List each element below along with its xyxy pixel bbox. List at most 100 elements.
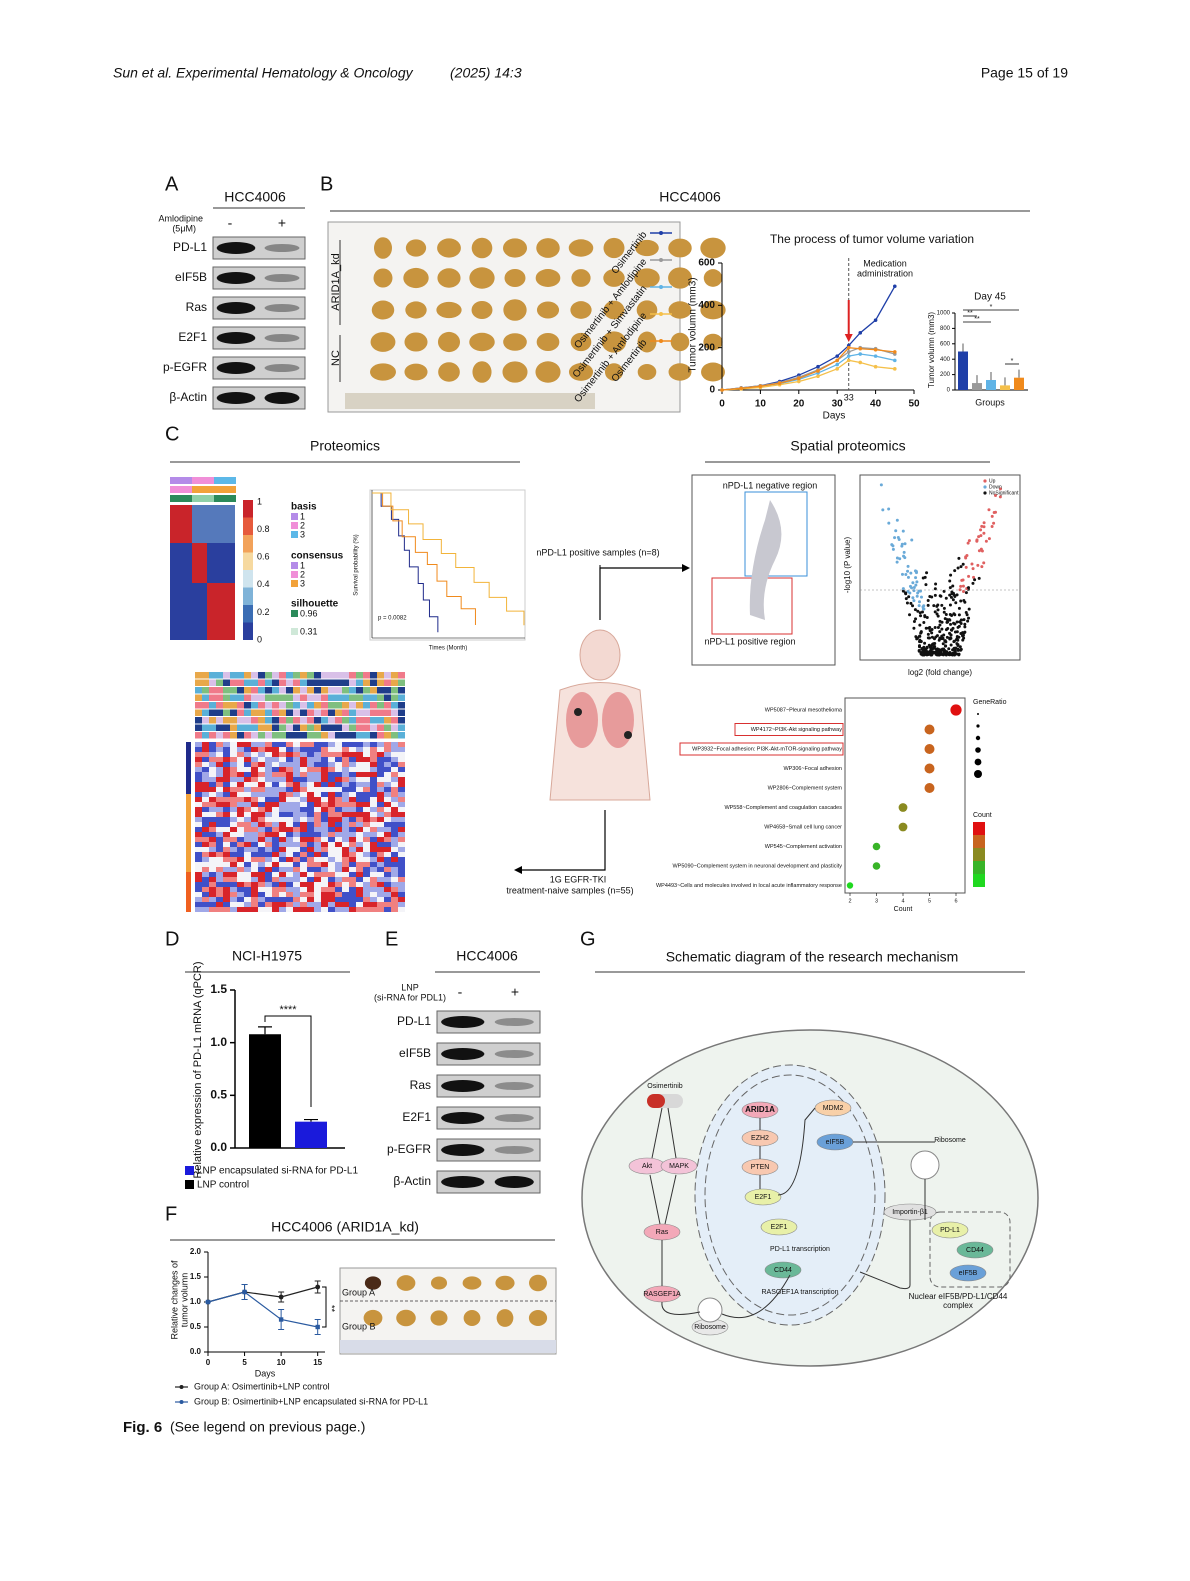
heatmap-cell	[244, 742, 251, 747]
annotation-bar	[237, 717, 244, 724]
heatmap-cell	[300, 852, 307, 857]
annotation-bar	[398, 694, 405, 701]
volcano-point	[933, 593, 937, 597]
node-label: E2F1	[755, 1194, 772, 1201]
colorbar-label: 1	[257, 496, 262, 506]
heatmap-cell	[216, 832, 223, 837]
legend-entry: NoSignificant	[989, 490, 1019, 496]
heatmap-cell	[209, 822, 216, 827]
heatmap-cell	[286, 867, 293, 872]
y-tick-label: 1.5	[190, 1272, 202, 1281]
heatmap-cell	[195, 897, 202, 902]
heatmap-cell	[286, 882, 293, 887]
volcano-point	[901, 529, 905, 533]
x-tick-label: 30	[832, 399, 844, 410]
annotation-bar	[384, 672, 391, 679]
heatmap-cell	[244, 897, 251, 902]
heatmap-cell	[195, 872, 202, 877]
annotation-bar	[321, 672, 328, 679]
annotation-bar	[377, 694, 384, 701]
heatmap-cell	[279, 772, 286, 777]
heatmap-cell	[384, 772, 391, 777]
heatmap-cell	[293, 892, 300, 897]
annotation-bar	[216, 694, 223, 701]
heatmap-cell	[398, 747, 405, 752]
heatmap-cell	[307, 742, 314, 747]
heatmap-cell	[251, 822, 258, 827]
annotation-bar	[223, 672, 230, 679]
heatmap-cell	[244, 752, 251, 757]
annotation-bar	[286, 702, 293, 709]
colorbar	[243, 570, 253, 588]
y-tick-label: 1.0	[190, 1297, 202, 1306]
heatmap-cell	[293, 877, 300, 882]
heatmap-cell	[349, 827, 356, 832]
heatmap-cell	[314, 797, 321, 802]
heatmap-cell	[314, 747, 321, 752]
heatmap-cell	[307, 817, 314, 822]
annotation-bar	[237, 687, 244, 694]
annotation-bar	[272, 679, 279, 686]
heatmap-cell	[230, 772, 237, 777]
heatmap-cell	[286, 907, 293, 912]
heatmap-cell	[237, 752, 244, 757]
heatmap-cell	[223, 862, 230, 867]
volcano-point	[937, 638, 941, 642]
annotation-bar	[258, 717, 265, 724]
annotation-bar	[356, 672, 363, 679]
annotation-bar	[223, 717, 230, 724]
heatmap-cell	[398, 827, 405, 832]
band	[264, 304, 300, 312]
volcano-point	[982, 521, 986, 525]
panel-letter: C	[165, 423, 179, 445]
heatmap-cell	[293, 872, 300, 877]
heatmap-cell	[363, 807, 370, 812]
volcano-point	[949, 633, 953, 637]
volcano-point	[982, 531, 986, 535]
heatmap-cell	[307, 782, 314, 787]
heatmap-cell	[377, 882, 384, 887]
heatmap-cell	[363, 787, 370, 792]
point	[858, 352, 863, 356]
annotation-bar	[342, 724, 349, 731]
heatmap-cell	[244, 782, 251, 787]
heatmap-cell	[377, 747, 384, 752]
heatmap-cell	[209, 797, 216, 802]
heatmap-cell	[314, 852, 321, 857]
heatmap-cell	[356, 762, 363, 767]
heatmap-cell	[300, 897, 307, 902]
heatmap-cell	[216, 787, 223, 792]
heatmap-cell	[237, 907, 244, 912]
heatmap-cell	[300, 787, 307, 792]
heatmap-cell	[251, 797, 258, 802]
heatmap-cell	[223, 757, 230, 762]
bar	[972, 383, 982, 390]
heatmap-cell	[293, 852, 300, 857]
heatmap-cell	[356, 747, 363, 752]
annotation-bar	[202, 679, 209, 686]
heatmap-cell	[307, 757, 314, 762]
heatmap-cell	[384, 822, 391, 827]
node-label: MDM2	[823, 1105, 844, 1112]
connector	[649, 1174, 661, 1225]
annotation-bar	[195, 687, 202, 694]
heatmap-cell	[195, 852, 202, 857]
heatmap-cell	[300, 867, 307, 872]
heatmap-cell	[244, 762, 251, 767]
heatmap-cell	[293, 802, 300, 807]
significance: **	[974, 316, 980, 323]
y-tick-label: 800	[940, 326, 951, 332]
annotation-bar	[349, 732, 356, 739]
heatmap-cell	[349, 882, 356, 887]
pathway-label: WP2806~Complement system	[768, 785, 843, 791]
heatmap-cell	[307, 832, 314, 837]
heatmap-cell	[300, 772, 307, 777]
annotation-bar	[216, 724, 223, 731]
heatmap-cell	[328, 787, 335, 792]
annotation-bar	[377, 724, 384, 731]
heatmap-cell	[237, 802, 244, 807]
y-tick-label: 0	[947, 388, 951, 394]
tumor	[373, 237, 393, 259]
heatmap-cell	[202, 832, 209, 837]
heatmap-cell	[279, 797, 286, 802]
